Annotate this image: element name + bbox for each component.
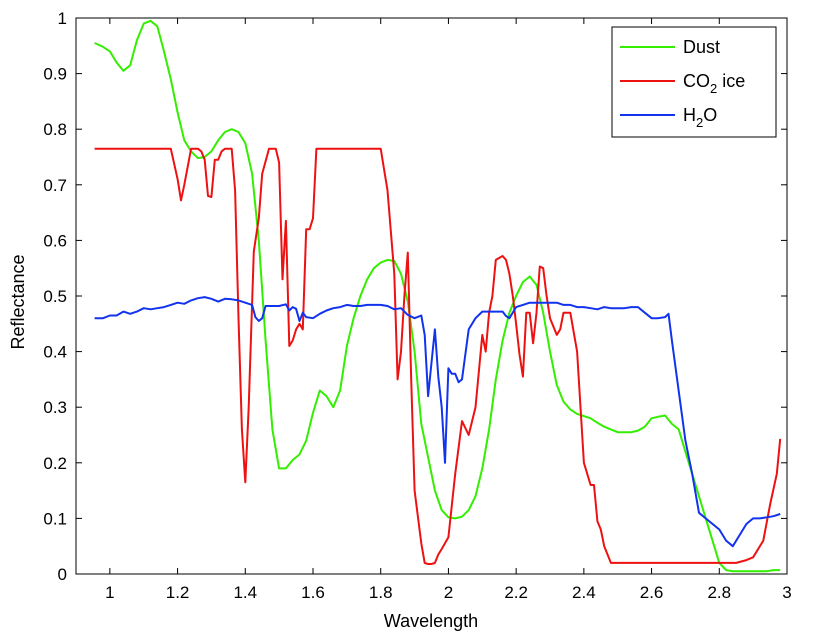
y-tick-label: 0.3 <box>43 398 67 417</box>
y-tick-label: 0.4 <box>43 343 67 362</box>
x-tick-label: 1.6 <box>301 583 325 602</box>
y-tick-label: 1 <box>58 9 67 28</box>
legend: Dust CO2 ice H2O <box>611 26 777 138</box>
x-tick-label: 2.8 <box>707 583 731 602</box>
x-tick-label: 3 <box>782 583 791 602</box>
x-tick-label: 1 <box>105 583 114 602</box>
y-tick-label: 0.5 <box>43 287 67 306</box>
ticks-layer: 1 1.2 1.4 1.6 1.8 2 2.2 2.4 2.6 2.8 3 0 0.1 0.2 0.3 0.4… <box>43 9 791 602</box>
x-tick-label: 2.2 <box>504 583 528 602</box>
series-layer <box>94 19 782 573</box>
series-line-1 <box>94 19 781 573</box>
legend-label-1: Dust <box>683 37 720 57</box>
series-line-3 <box>94 296 781 548</box>
y-tick-label: 0.1 <box>43 509 67 528</box>
y-tick-label: 0.8 <box>43 120 67 139</box>
series-line-2 <box>94 147 782 565</box>
y-tick-label: 0.9 <box>43 65 67 84</box>
legend-label-3: H2O <box>683 105 717 130</box>
y-tick-label: 0.7 <box>43 176 67 195</box>
x-axis-title: Wavelength <box>384 611 478 631</box>
x-tick-label: 1.8 <box>369 583 393 602</box>
x-tick-label: 2.4 <box>572 583 596 602</box>
y-axis-title: Reflectance <box>8 254 28 349</box>
y-tick-label: 0.2 <box>43 454 67 473</box>
x-tick-label: 1.2 <box>166 583 190 602</box>
x-tick-label: 1.4 <box>233 583 257 602</box>
y-tick-label: 0 <box>58 565 67 584</box>
legend-label-2: CO2 ice <box>683 71 745 96</box>
y-tick-label: 0.6 <box>43 231 67 250</box>
x-tick-label: 2.6 <box>640 583 664 602</box>
x-tick-label: 2 <box>444 583 453 602</box>
